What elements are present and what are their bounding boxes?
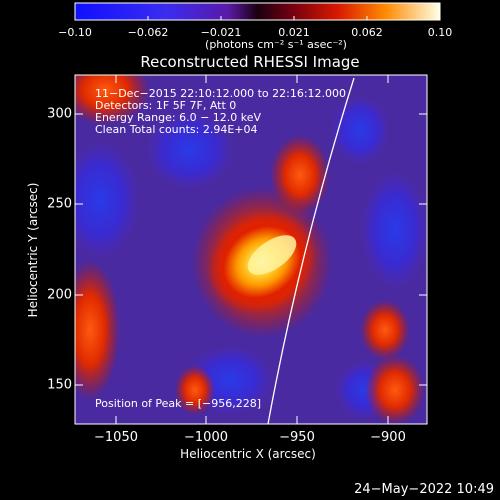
colorbar-tick-label: 0.10 <box>427 26 453 39</box>
x-axis-ticks <box>115 75 389 424</box>
colorbar-tick-label: 0.062 <box>351 26 383 39</box>
image-title: Reconstructed RHESSI Image <box>140 53 360 71</box>
colorbar-tick-label: −0.021 <box>200 26 242 39</box>
y-axis-label: Heliocentric Y (arcsec) <box>26 182 40 318</box>
hxr-image-map <box>75 75 427 424</box>
y-tick-label: 150 <box>47 377 72 393</box>
colorbar-tick-label: 0.021 <box>278 26 310 39</box>
colorbar <box>74 2 441 21</box>
y-tick-label: 300 <box>47 106 72 122</box>
info-line-energy-range: Energy Range: 6.0 − 12.0 keV <box>95 111 262 124</box>
y-axis-ticks <box>75 113 427 386</box>
y-tick-label: 250 <box>47 196 72 212</box>
info-line-time-range: 11−Dec−2015 22:10:12.000 to 22:16:12.000 <box>95 87 347 100</box>
solar-limb-line <box>267 77 355 425</box>
timestamp: 24−May−2022 10:49 <box>354 482 494 497</box>
x-tick-label: −1000 <box>184 430 228 445</box>
info-line-clean-counts: Clean Total counts: 2.94E+04 <box>95 123 258 136</box>
plot-frame <box>74 74 428 425</box>
colorbar-tick-label: −0.10 <box>58 26 92 39</box>
info-line-detectors: Detectors: 1F 5F 7F, Att 0 <box>95 99 237 112</box>
peak-position-text: Position of Peak = [−956,228] <box>95 397 262 410</box>
x-tick-label: −950 <box>279 430 315 445</box>
x-tick-label: −900 <box>370 430 406 445</box>
y-tick-label: 200 <box>47 287 72 303</box>
colorbar-units-label: (photons cm⁻² s⁻¹ asec⁻²) <box>205 38 347 51</box>
colorbar-tick-label: −0.062 <box>127 26 169 39</box>
colorbar-ticks <box>74 16 441 20</box>
x-axis-label: Heliocentric X (arcsec) <box>180 447 316 461</box>
x-tick-label: −1050 <box>94 430 138 445</box>
observation-info: 11−Dec−2015 22:10:12.000 to 22:16:12.000… <box>95 88 346 136</box>
